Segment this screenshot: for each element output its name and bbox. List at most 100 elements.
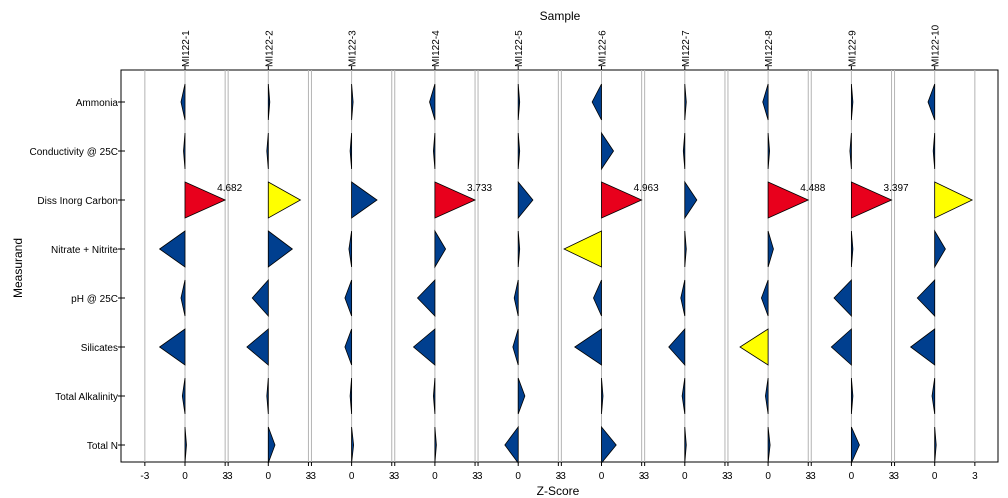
zscore-triangle bbox=[429, 83, 436, 121]
zscore-triangle bbox=[432, 377, 436, 415]
x-tick-label: 0 bbox=[182, 471, 188, 482]
measurand-label: Total N bbox=[87, 441, 118, 452]
x-tick-label: 3 bbox=[639, 471, 645, 482]
zscore-triangle bbox=[517, 180, 534, 220]
zscore-triangle bbox=[668, 327, 686, 367]
y-axis-label: Measurand bbox=[11, 238, 25, 298]
zscore-triangle bbox=[601, 377, 604, 415]
zscore-triangle bbox=[184, 426, 187, 464]
zscore-triangle bbox=[416, 279, 436, 317]
zscore-triangle bbox=[251, 278, 269, 318]
zscore-triangle bbox=[931, 377, 936, 415]
zscore-annotation: 3.733 bbox=[467, 183, 492, 194]
zscore-triangle bbox=[681, 377, 686, 415]
zscore-triangle bbox=[349, 132, 353, 170]
zscore-triangle bbox=[351, 426, 355, 464]
measurand-label: Ammonia bbox=[76, 98, 119, 109]
zscore-triangle bbox=[344, 328, 353, 366]
measurand-label: pH @ 25C bbox=[71, 294, 118, 305]
zscore-triangle bbox=[601, 425, 617, 465]
zscore-triangle bbox=[684, 426, 687, 464]
zscore-triangle bbox=[593, 279, 602, 317]
x-tick-label: 0 bbox=[515, 471, 521, 482]
zscore-triangle bbox=[739, 328, 769, 366]
x-tick-label: 3 bbox=[389, 471, 395, 482]
zscore-triangle bbox=[934, 229, 946, 269]
zscore-triangle bbox=[180, 83, 186, 121]
x-tick-label: 3 bbox=[556, 471, 562, 482]
zscore-triangle bbox=[563, 230, 602, 268]
sample-label: MI122-8 bbox=[764, 30, 775, 67]
x-tick-label: -3 bbox=[890, 471, 899, 482]
zscore-triangle bbox=[932, 132, 936, 170]
measurand-label: Silicates bbox=[81, 343, 118, 354]
zscore-triangle bbox=[765, 377, 769, 415]
x-tick-label: 3 bbox=[722, 471, 728, 482]
x-tick-label: -3 bbox=[390, 471, 399, 482]
x-tick-label: -3 bbox=[474, 471, 483, 482]
zscore-triangle bbox=[517, 83, 521, 121]
zscore-triangle bbox=[517, 132, 521, 170]
x-tick-label: -3 bbox=[307, 471, 316, 482]
zscore-triangle bbox=[158, 230, 186, 268]
zscore-triangle bbox=[504, 425, 519, 465]
zscore-triangle bbox=[767, 181, 810, 219]
x-tick-label: 0 bbox=[849, 471, 855, 482]
zscore-triangle bbox=[833, 279, 852, 317]
zscore-triangle bbox=[601, 181, 643, 219]
zscore-triangle bbox=[851, 426, 860, 464]
plot-frame bbox=[120, 69, 999, 463]
zscore-triangle bbox=[762, 83, 769, 121]
measurand-label: Diss Inorg Carbon bbox=[37, 196, 118, 207]
zscore-triangle bbox=[180, 279, 186, 317]
zscore-triangle bbox=[767, 132, 771, 170]
measurand-label: Total Alkalinity bbox=[55, 392, 118, 403]
zscore-triangle bbox=[680, 279, 686, 317]
sample-label: MI122-6 bbox=[598, 30, 609, 67]
zscore-triangle bbox=[434, 426, 437, 464]
x-tick-label: 3 bbox=[972, 471, 978, 482]
zscore-triangle bbox=[591, 83, 602, 121]
sample-label: MI122-1 bbox=[181, 30, 192, 67]
zscore-triangle bbox=[181, 377, 186, 415]
zscore-triangle bbox=[266, 132, 269, 170]
x-tick-label: 3 bbox=[222, 471, 228, 482]
zscore-triangle bbox=[684, 180, 698, 220]
zscore-triangle bbox=[574, 328, 602, 366]
zscore-annotation: 4.682 bbox=[217, 183, 242, 194]
zscore-triangle bbox=[517, 230, 521, 268]
sample-label: MI122-3 bbox=[348, 30, 359, 67]
zscore-triangle bbox=[349, 377, 353, 415]
zscore-triangle bbox=[512, 328, 519, 366]
x-tick-label: -3 bbox=[557, 471, 566, 482]
zscore-triangle bbox=[267, 426, 276, 464]
zscore-triangle bbox=[684, 230, 687, 268]
zscore-annotation: 3.397 bbox=[884, 183, 909, 194]
zscore-triangle bbox=[851, 83, 854, 121]
x-tick-label: -3 bbox=[807, 471, 816, 482]
x-tick-label: 0 bbox=[266, 471, 272, 482]
x-tick-label: -3 bbox=[723, 471, 732, 482]
zscore-triangle bbox=[158, 328, 186, 366]
sample-label: MI122-7 bbox=[681, 30, 692, 67]
zscore-triangle bbox=[246, 328, 269, 366]
x-tick-label: 0 bbox=[349, 471, 355, 482]
zscore-triangle bbox=[184, 181, 227, 219]
zscore-triangle bbox=[849, 132, 852, 170]
zscore-triangle bbox=[348, 230, 353, 268]
zscore-triangle bbox=[916, 279, 936, 317]
x-tick-label: -3 bbox=[224, 471, 233, 482]
zscore-triangle bbox=[351, 181, 378, 219]
zscore-triangle bbox=[767, 426, 771, 464]
zscore-triangle bbox=[601, 131, 615, 171]
zscore-annotation: 4.963 bbox=[634, 183, 659, 194]
zscore-triangle bbox=[412, 328, 436, 366]
x-tick-label: 0 bbox=[765, 471, 771, 482]
x-tick-label: 3 bbox=[889, 471, 895, 482]
zscore-triangle bbox=[432, 132, 436, 170]
zscore-triangle bbox=[934, 426, 937, 464]
chart-title: Sample bbox=[540, 9, 581, 23]
zscore-triangle bbox=[767, 230, 774, 268]
zscore-triangle bbox=[434, 229, 447, 269]
